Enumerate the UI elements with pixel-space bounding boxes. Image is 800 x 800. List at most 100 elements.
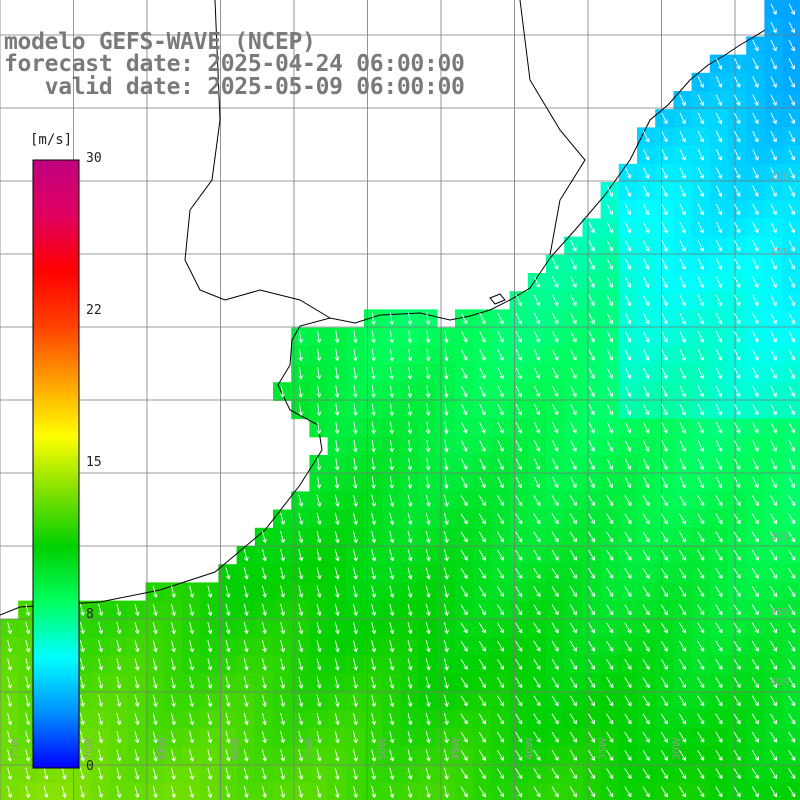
wind-arrow	[715, 221, 723, 234]
wind-arrow	[715, 94, 723, 106]
wind-arrow	[588, 349, 595, 361]
wind-arrow	[769, 531, 778, 543]
wind-arrow	[425, 367, 431, 380]
wind-arrow	[624, 403, 632, 416]
wind-arrow	[624, 677, 632, 689]
wind-arrow	[624, 312, 632, 325]
wind-arrow	[443, 512, 449, 525]
wind-arrow	[533, 294, 541, 307]
wind-arrow	[769, 513, 778, 525]
wind-arrow	[298, 640, 304, 653]
wind-arrow	[298, 367, 303, 380]
wind-arrow	[588, 440, 595, 452]
wind-arrow	[769, 567, 778, 579]
wind-arrow	[25, 658, 31, 671]
wind-arrow	[642, 567, 650, 579]
wind-arrow	[697, 221, 704, 234]
wind-arrow	[661, 112, 668, 125]
wind-arrow	[389, 567, 395, 580]
wind-arrow	[389, 767, 395, 780]
wind-arrow	[316, 785, 322, 798]
wind-arrow	[606, 495, 614, 507]
wind-arrow	[551, 586, 559, 598]
wind-arrow	[715, 112, 723, 125]
wind-arrow	[552, 458, 559, 470]
wind-arrow	[515, 513, 523, 525]
wind-arrow	[7, 785, 13, 798]
wind-arrow	[170, 712, 176, 726]
wind-arrow	[170, 658, 176, 671]
wind-arrow	[679, 185, 686, 197]
wind-arrow	[98, 694, 104, 707]
wind-arrow	[478, 640, 486, 652]
wind-arrow	[425, 476, 431, 489]
wind-arrow	[788, 786, 796, 798]
wind-arrow	[606, 276, 613, 288]
wind-arrow	[769, 731, 778, 743]
wind-arrow	[25, 731, 31, 744]
wind-arrow	[733, 604, 741, 616]
wind-arrow	[152, 767, 158, 780]
wind-arrow	[334, 439, 340, 453]
wind-arrow	[715, 240, 723, 252]
wind-arrow	[496, 495, 505, 507]
wind-arrow	[660, 713, 668, 725]
wind-arrow	[478, 786, 486, 798]
wind-arrow	[280, 785, 286, 798]
wind-arrow	[533, 640, 541, 652]
wind-arrow	[643, 203, 650, 216]
wind-arrow	[678, 567, 687, 579]
wind-arrow	[643, 167, 650, 179]
wind-arrow	[770, 312, 777, 325]
wind-arrow	[715, 549, 723, 561]
wind-arrow	[79, 603, 85, 616]
wind-arrow	[734, 58, 741, 70]
wind-arrow	[587, 786, 596, 798]
wind-arrow	[515, 403, 522, 416]
wind-arrow	[715, 749, 723, 761]
wind-arrow	[788, 695, 796, 707]
wind-arrow	[152, 785, 158, 798]
wind-arrow	[552, 476, 559, 489]
wind-arrow	[769, 622, 778, 634]
wind-arrow	[389, 712, 395, 726]
wind-arrow	[606, 422, 613, 434]
wind-arrow	[606, 240, 613, 252]
wind-arrow	[298, 658, 304, 671]
wind-arrow	[788, 112, 795, 125]
wind-arrow	[715, 768, 723, 780]
wind-arrow	[661, 312, 668, 325]
wind-arrow	[697, 749, 705, 761]
wind-arrow	[460, 513, 468, 525]
wind-arrow	[697, 549, 705, 561]
wind-arrow	[569, 567, 577, 579]
wind-arrow	[443, 694, 449, 707]
wind-arrow	[788, 768, 796, 780]
wind-arrow	[116, 785, 122, 798]
wind-arrow	[334, 494, 340, 507]
wind-arrow	[697, 185, 704, 197]
wind-arrow	[479, 385, 486, 398]
wind-arrow	[7, 640, 13, 653]
wind-arrow	[569, 622, 577, 634]
wind-arrow	[751, 567, 759, 579]
wind-arrow	[207, 694, 213, 707]
wind-arrow	[751, 731, 759, 743]
wind-arrow	[715, 130, 723, 143]
wind-arrow	[552, 440, 559, 452]
wind-arrow	[207, 603, 213, 616]
wind-arrow	[734, 94, 741, 106]
wind-arrow	[551, 531, 559, 543]
wind-arrow	[189, 785, 195, 798]
wind-arrow	[624, 604, 632, 616]
wind-arrow	[407, 731, 413, 744]
wind-arrow	[25, 767, 31, 780]
wind-arrow	[770, 258, 777, 270]
wind-arrow	[661, 240, 668, 252]
wind-arrow	[788, 495, 796, 507]
valid-date: valid date: 2025-05-09 06:00:00	[4, 74, 465, 100]
wind-arrow	[587, 731, 596, 743]
coastline	[0, 0, 766, 616]
wind-arrow	[533, 422, 541, 434]
wind-arrow	[225, 640, 231, 653]
